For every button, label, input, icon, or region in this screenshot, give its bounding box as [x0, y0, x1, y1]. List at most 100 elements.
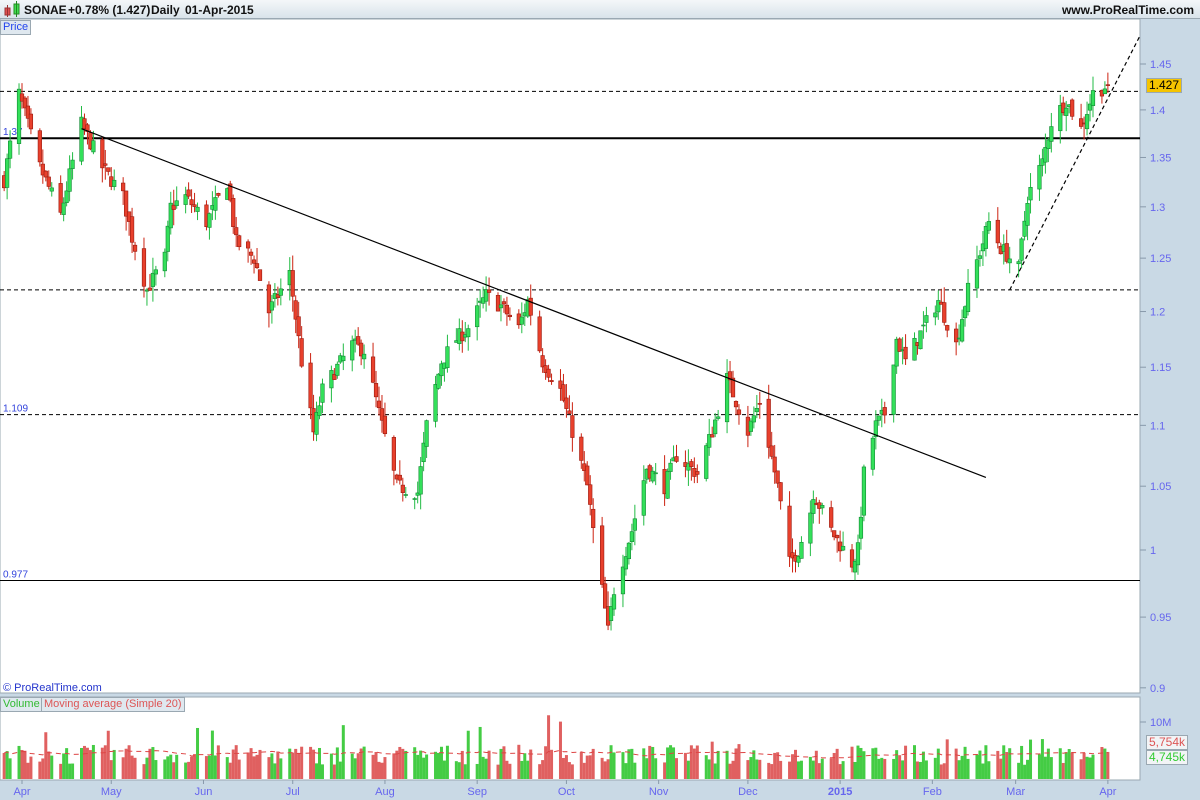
volume-bar	[2, 752, 6, 779]
x-tick-label: Apr	[13, 786, 30, 798]
candle-body	[858, 516, 864, 539]
candle-body	[314, 412, 319, 435]
candle-body	[275, 294, 280, 298]
volume-bar	[437, 752, 440, 779]
volume-bar	[419, 750, 423, 779]
candle-body	[766, 398, 771, 448]
volume-bar	[172, 762, 176, 779]
volume-bar	[1002, 745, 1006, 779]
volume-bar	[978, 750, 982, 779]
candle-body	[820, 505, 825, 509]
candle-body	[1046, 139, 1051, 149]
volume-bar	[547, 715, 551, 779]
volume-bar	[71, 763, 75, 779]
volume-bar	[65, 748, 69, 779]
volume-bar	[704, 755, 708, 779]
candle-body	[296, 316, 301, 337]
candle-body	[403, 494, 408, 496]
candle-body	[730, 377, 736, 398]
candle-body	[183, 194, 188, 205]
candle-body	[852, 560, 858, 573]
y-tick-label: 1.35	[1150, 152, 1171, 164]
candle-body	[519, 316, 524, 325]
candle-body	[466, 328, 471, 338]
volume-bar	[776, 752, 780, 779]
volume-y-tick-label: 10M	[1150, 717, 1171, 729]
candle-body	[150, 272, 156, 287]
candle-body	[79, 116, 84, 162]
candle-body	[299, 338, 304, 367]
volume-bar	[523, 753, 527, 779]
volume-bar	[672, 747, 676, 779]
volume-bar	[41, 758, 45, 779]
volume-bar	[558, 721, 562, 779]
volume-bar	[312, 749, 316, 779]
candle-body	[912, 337, 917, 361]
volume-bar	[564, 755, 568, 779]
volume-bar	[112, 749, 116, 779]
volume-bar	[258, 749, 262, 779]
volume-panel-label[interactable]: Volume	[0, 697, 43, 712]
candle-body	[588, 484, 593, 505]
candle-body	[674, 456, 679, 462]
volume-bar	[124, 748, 128, 779]
candle-body	[882, 407, 887, 416]
volume-bar	[267, 757, 271, 779]
volume-bar	[975, 754, 979, 779]
candle-body	[733, 400, 739, 408]
volume-bar	[770, 764, 774, 779]
volume-bar	[499, 748, 503, 779]
volume-bar	[422, 757, 426, 779]
y-tick-label: 1.15	[1150, 362, 1171, 374]
volume-bar	[234, 745, 238, 779]
candle-body	[689, 461, 694, 467]
volume-bar	[184, 762, 188, 779]
volume-bar	[279, 758, 283, 779]
y-tick-label: 1.1	[1150, 420, 1165, 432]
candle-body	[1084, 114, 1090, 130]
candle-body	[213, 197, 218, 211]
horizontal-line-label: 1.37	[3, 127, 23, 138]
volume-bar	[88, 750, 92, 779]
candle-body	[293, 300, 298, 320]
ma-panel-label[interactable]: Moving average (Simple 20)	[41, 697, 185, 712]
volume-bar	[960, 755, 964, 779]
volume-bar	[731, 760, 735, 779]
candle-body	[58, 183, 63, 213]
candle-body	[147, 287, 153, 291]
volume-bar	[692, 748, 696, 779]
volume-bar	[475, 763, 479, 779]
candle-body	[561, 384, 566, 401]
volume-bar	[686, 760, 690, 779]
volume-bar	[1058, 748, 1062, 779]
candle-body	[811, 499, 816, 514]
candle-body	[195, 206, 200, 212]
candle-body	[132, 244, 138, 252]
volume-bar	[939, 764, 943, 779]
volume-bar	[213, 755, 217, 779]
volume-bar	[133, 757, 137, 779]
candle-body	[16, 88, 22, 144]
volume-bar	[915, 761, 919, 779]
volume-bar	[794, 749, 797, 779]
candle-body	[870, 437, 875, 470]
volume-bar	[353, 758, 357, 779]
volume-bar	[395, 750, 399, 779]
volume-bar	[1079, 759, 1083, 779]
candle-body	[942, 302, 947, 323]
x-tick-label: Jul	[286, 786, 300, 798]
candle-body	[894, 338, 899, 367]
volume-bar	[1088, 757, 1092, 779]
header-bar: SONAE +0.78% (1.427) Daily 01-Apr-2015 w…	[0, 0, 1200, 19]
site-link[interactable]: www.ProRealTime.com	[1061, 3, 1194, 17]
volume-bar	[148, 748, 152, 779]
candle-body	[61, 202, 66, 215]
volume-bar	[957, 760, 961, 779]
price-panel-label[interactable]: Price	[0, 20, 32, 35]
volume-bar	[633, 762, 637, 779]
candle-body	[22, 97, 28, 109]
candle-body	[254, 263, 260, 269]
volume-bar	[683, 752, 687, 779]
volume-bar	[883, 758, 887, 779]
